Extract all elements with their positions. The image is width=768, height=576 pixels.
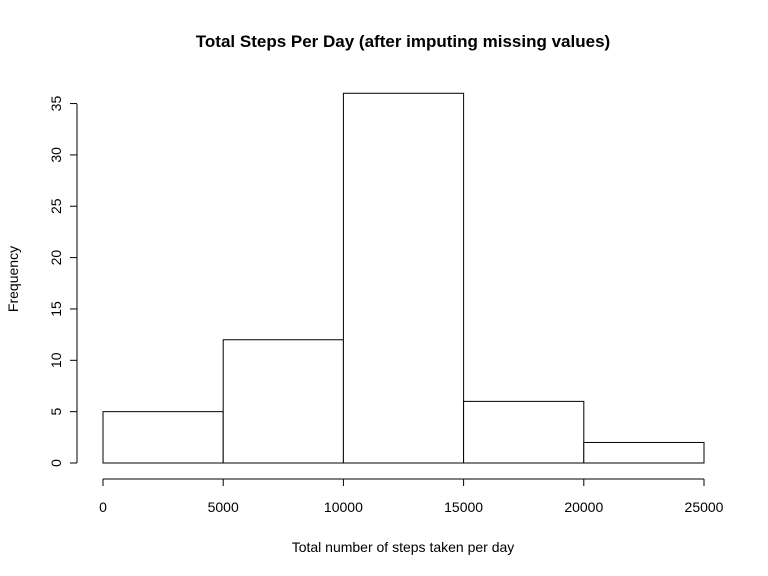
y-tick-label-0: 0 xyxy=(48,459,64,467)
y-tick-label-6: 30 xyxy=(48,147,64,163)
y-tick-label-2: 10 xyxy=(48,352,64,368)
y-tick-label-3: 15 xyxy=(48,301,64,317)
y-axis: 0 5 10 15 20 25 30 35 xyxy=(48,96,78,467)
histogram-bar-3 xyxy=(463,400,585,464)
y-tick-label-4: 20 xyxy=(48,250,64,266)
chart-title: Total Steps Per Day (after imputing miss… xyxy=(196,32,610,51)
y-tick-label-5: 25 xyxy=(48,198,64,214)
x-tick-label-5: 25000 xyxy=(685,499,724,515)
histogram-bar-2 xyxy=(342,92,465,464)
y-axis-label: Frequency xyxy=(5,246,21,312)
x-axis: 0 5000 10000 15000 20000 25000 xyxy=(99,478,724,515)
x-axis-label: Total number of steps taken per day xyxy=(292,539,515,555)
x-tick-label-1: 5000 xyxy=(208,499,239,515)
x-tick-label-3: 15000 xyxy=(444,499,483,515)
histogram-bar-1 xyxy=(222,339,344,464)
histogram-bar-4 xyxy=(583,441,705,464)
x-tick-label-0: 0 xyxy=(99,499,107,515)
y-tick-label-1: 5 xyxy=(48,408,64,416)
x-tick-label-4: 20000 xyxy=(564,499,603,515)
bars-group xyxy=(102,92,705,464)
x-tick-label-2: 10000 xyxy=(324,499,363,515)
y-tick-label-7: 35 xyxy=(48,96,64,112)
histogram-bar-0 xyxy=(102,411,224,464)
